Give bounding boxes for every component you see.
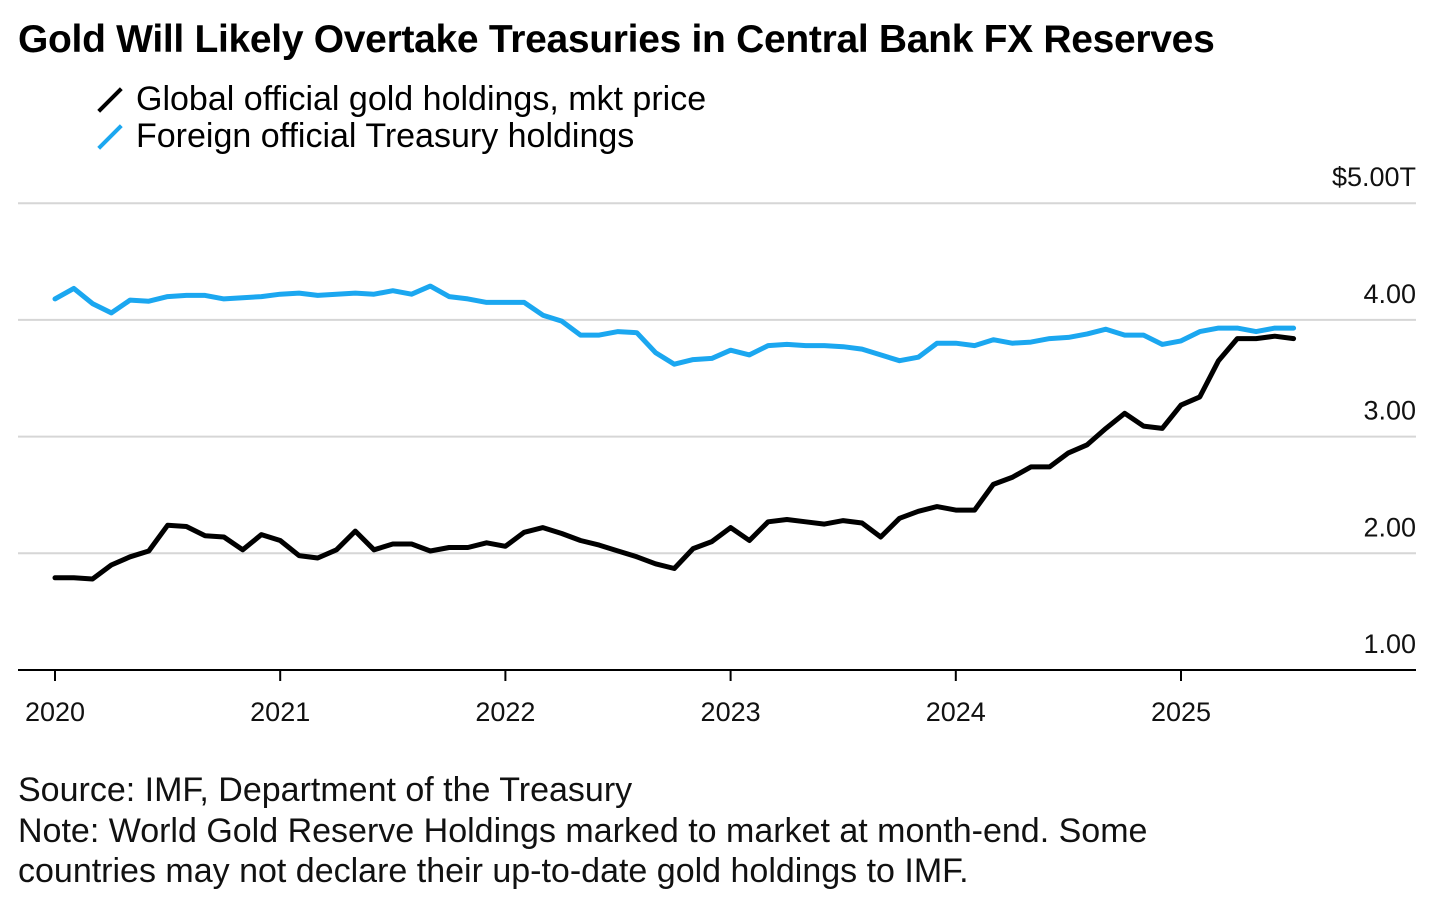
y-tick-label: 4.00 [1363,279,1416,309]
legend-label-treasury: Foreign official Treasury holdings [136,117,635,155]
x-tick-label: 2024 [926,697,986,727]
x-tick-label: 2022 [475,697,535,727]
legend-item-treasury: Foreign official Treasury holdings [96,117,634,156]
note-text-line-1: Note: World Gold Reserve Holdings marked… [18,812,1148,850]
y-tick-label: 3.00 [1363,396,1416,426]
series-line-treasury [52,283,1297,367]
x-tick-label: 2025 [1151,697,1211,727]
y-tick-label: 1.00 [1363,629,1416,659]
y-tick-label: $5.00T [1332,162,1416,192]
chart-title: Gold Will Likely Overtake Treasuries in … [18,18,1215,61]
note-text-line-2: countries may not declare their up-to-da… [18,852,969,890]
x-tick-label: 2021 [250,697,310,727]
x-tick-label: 2020 [25,697,85,727]
y-tick-label: 2.00 [1363,512,1416,542]
series-line-gold [52,333,1297,582]
source-text: Source: IMF, Department of the Treasury [18,771,633,809]
legend-label-gold: Global official gold holdings, mkt price [136,80,707,118]
x-tick-label: 2023 [701,697,761,727]
legend-item-gold: Global official gold holdings, mkt price [96,80,706,119]
